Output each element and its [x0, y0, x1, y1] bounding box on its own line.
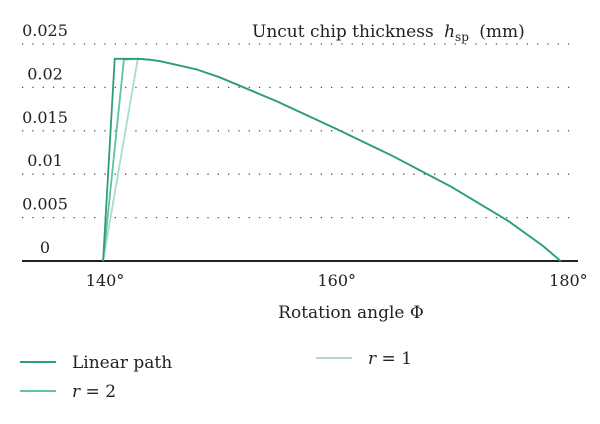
- y-tick-label: 0.02: [27, 64, 63, 83]
- grid-lines: [22, 43, 578, 219]
- chart-title-text: Uncut chip thickness: [252, 22, 434, 42]
- legend: Linear path r = 2 r = 1: [20, 349, 412, 402]
- y-tick-label: 0.01: [27, 151, 63, 170]
- y-tick-labels: 0 0.005 0.01 0.015 0.02 0.025: [22, 21, 68, 257]
- chart-title-subscript: sp: [455, 30, 469, 44]
- x-tick-label: 180°: [549, 271, 588, 290]
- series-line: [102, 57, 562, 262]
- y-tick-label: 0: [40, 238, 50, 257]
- x-axis-title: Rotation angle Φ: [278, 303, 424, 323]
- legend-label: Linear path: [72, 353, 172, 373]
- chart-title-unit: (mm): [479, 22, 525, 42]
- x-tick-label: 140°: [86, 271, 125, 290]
- series-line: [102, 57, 562, 262]
- x-tick-label: 160°: [317, 271, 356, 290]
- y-tick-label: 0.025: [22, 21, 68, 40]
- chart-title: Uncut chip thickness hsp (mm): [252, 22, 525, 46]
- legend-label: r = 2: [72, 382, 116, 402]
- series-lines: [102, 57, 562, 262]
- x-tick-labels: 140° 160° 180°: [86, 271, 588, 290]
- y-tick-label: 0.005: [22, 195, 68, 214]
- chart-title-symbol: h: [444, 22, 455, 42]
- y-tick-label: 0.015: [22, 108, 68, 127]
- legend-label: r = 1: [368, 349, 412, 369]
- series-line: [102, 57, 562, 262]
